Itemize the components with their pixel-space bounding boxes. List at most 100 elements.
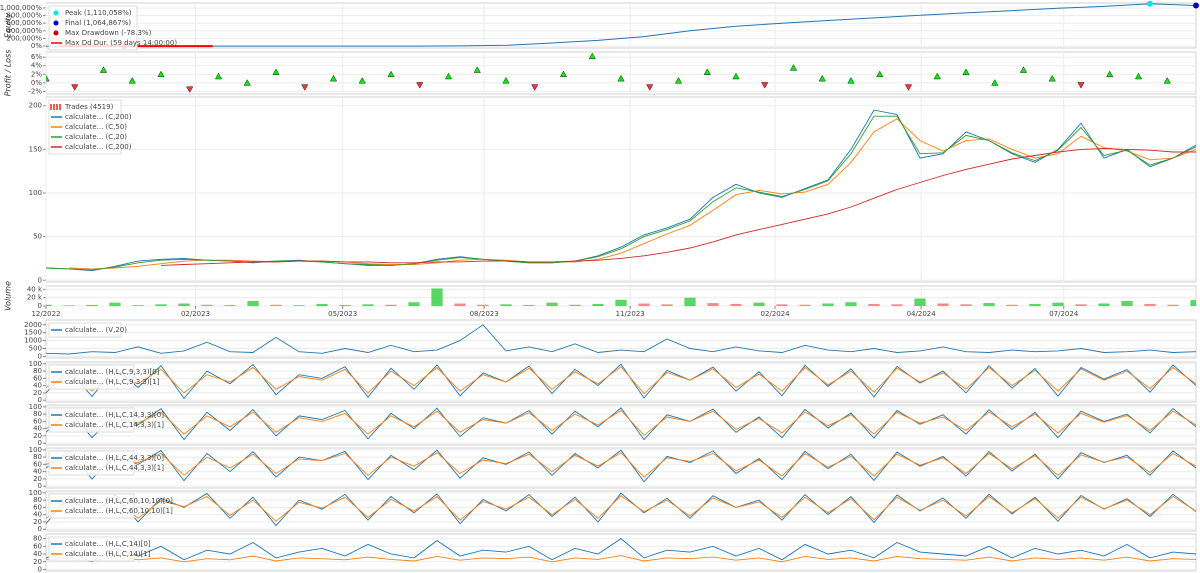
legend-box: [48, 536, 135, 562]
y-tick-label: 20: [33, 389, 42, 397]
legend-swatch: [53, 30, 59, 36]
y-tick-label: 0%: [31, 79, 42, 87]
trade-marker: [416, 82, 424, 89]
volume-bar: [132, 305, 144, 306]
y-tick-label: 0: [38, 302, 42, 310]
volume-bar: [270, 304, 282, 306]
trade-marker: [674, 76, 683, 84]
trade-marker: [818, 74, 826, 82]
x-tick-label: 05/2023: [328, 310, 357, 318]
panel-frame: [45, 533, 1197, 572]
plot-area: [46, 492, 1196, 527]
y-axis-label: Profit / Loss: [4, 50, 13, 97]
trade-marker: [732, 72, 740, 80]
y-tick-label: 0: [38, 352, 42, 360]
trade-marker: [789, 64, 798, 71]
y-tick-label: 40 k: [27, 285, 43, 293]
legend-label: calculate... (H,L,C,14,3,3)[1]: [65, 421, 164, 429]
plot-area: [46, 288, 1196, 306]
y-tick-label: 60: [33, 542, 42, 550]
trade-marker: [933, 72, 941, 80]
y-tick-label: 20 k: [27, 294, 43, 302]
legend-label: calculate... (H,L,C,44,3,3)[1]: [65, 464, 164, 472]
volume-bar: [1121, 301, 1133, 306]
y-tick-label: 100: [29, 489, 42, 497]
volume-bar: [201, 304, 213, 306]
y-tick-label: 40: [33, 382, 42, 390]
equity-marker: [1147, 0, 1153, 7]
y-tick-label: 100: [29, 189, 42, 197]
panel-frame: [45, 96, 1197, 283]
trade-marker: [703, 68, 711, 75]
trade-marker: [329, 74, 338, 82]
plot-area: [46, 407, 1196, 441]
volume-bar: [1167, 304, 1179, 306]
y-tick-label: 2000: [24, 321, 42, 329]
legend-box: [48, 493, 135, 519]
legend-box: [48, 322, 122, 338]
legend-label: calculate... (C,200): [65, 143, 132, 151]
y-tick-label: 4%: [31, 62, 42, 70]
series-line: [46, 449, 1196, 483]
legend-swatch: [53, 10, 59, 16]
trade-marker: [588, 52, 596, 60]
y-tick-label: 80: [33, 453, 42, 461]
x-tick-label: 08/2023: [470, 310, 499, 318]
legend-label: Max Drawdown (-78.3%): [65, 29, 152, 37]
volume-bar: [316, 303, 328, 306]
y-tick-label: 800,000%: [6, 12, 42, 20]
volume-bar: [1190, 300, 1196, 306]
volume-bar: [753, 302, 765, 306]
panel-frame: [45, 361, 1197, 403]
trade-marker: [186, 86, 194, 94]
volume-bar: [799, 304, 811, 306]
y-tick-label: 40: [33, 550, 42, 558]
series-line: [46, 366, 1196, 395]
y-tick-label: 80: [33, 496, 42, 504]
trade-marker: [473, 66, 481, 73]
trade-marker: [904, 84, 913, 91]
equity-line: [46, 3, 1196, 47]
trade-marker: [272, 68, 280, 75]
legend-label: calculate... (H,L,C,14)[0]: [65, 540, 151, 548]
volume-bar: [1052, 302, 1064, 306]
y-tick-label: 200: [29, 102, 42, 110]
volume-bar: [684, 297, 696, 306]
volume-bar: [569, 304, 581, 306]
legend-label: calculate... (H,L,C,14)[1]: [65, 550, 151, 558]
trade-marker: [502, 76, 510, 84]
y-tick-label: 40: [33, 511, 42, 519]
y-tick-label: 20: [33, 558, 42, 566]
volume-bar: [431, 288, 443, 306]
volume-bar: [178, 303, 190, 306]
trade-marker: [991, 79, 999, 86]
y-tick-label: 80: [33, 367, 42, 375]
trade-marker: [358, 76, 366, 84]
y-tick-label: 0: [38, 439, 42, 447]
series-line: [46, 407, 1196, 441]
y-tick-label: 0: [38, 482, 42, 490]
volume-bar: [776, 304, 788, 306]
volume-bar: [477, 304, 489, 306]
volume-bar: [1098, 303, 1110, 306]
volume-bar: [707, 303, 719, 306]
y-axis-label: Equity: [4, 13, 13, 39]
plot-area: [46, 3, 1196, 47]
legend-label: calculate... (C,200): [65, 113, 132, 121]
volume-bar: [362, 304, 374, 306]
trade-marker: [1048, 74, 1056, 82]
legend-label: calculate... (H,L,C,60,10,10)[1]: [65, 507, 173, 515]
volume-bar: [523, 304, 535, 306]
volume-bar: [1006, 304, 1018, 306]
volume-bar: [1144, 303, 1156, 306]
y-tick-label: 0: [38, 396, 42, 404]
y-tick-label: 100: [29, 403, 42, 411]
y-tick-label: 0: [38, 276, 42, 284]
trade-marker: [46, 74, 50, 82]
trade-marker: [243, 79, 251, 86]
plot-area: [46, 363, 1196, 400]
volume-bar: [224, 304, 236, 306]
panel-frame: [45, 319, 1197, 359]
series-line: [68, 118, 1196, 270]
